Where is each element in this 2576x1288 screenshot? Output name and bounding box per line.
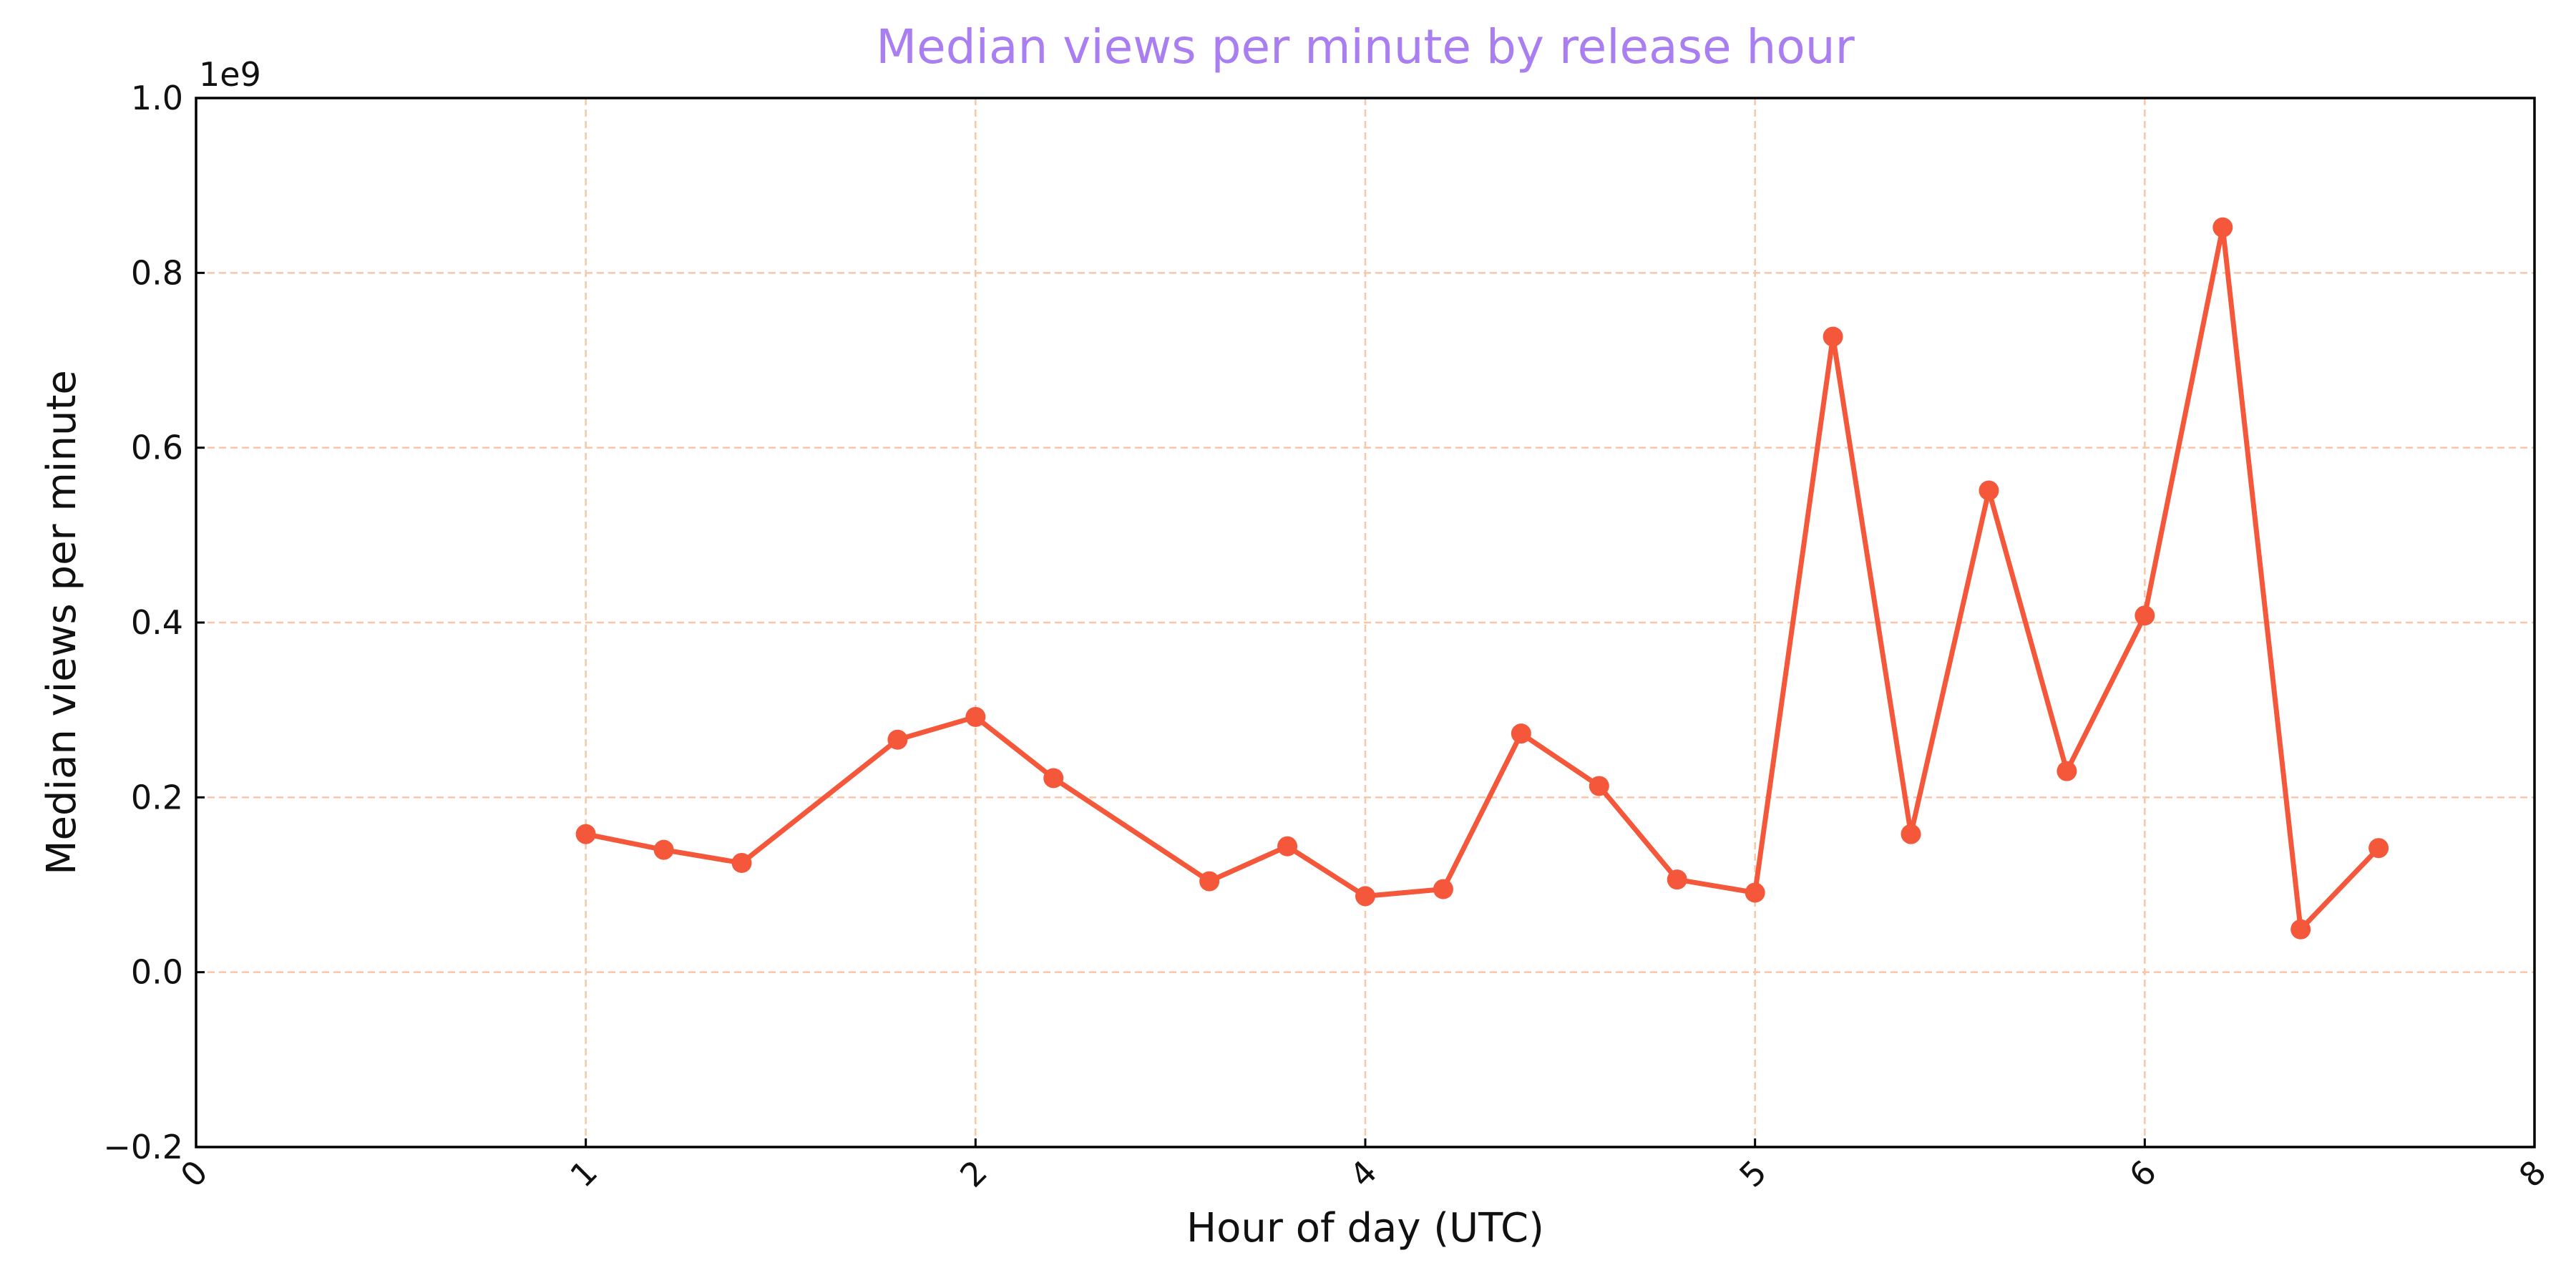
plot-frame xyxy=(195,97,2536,1148)
x-tick-label: 8 xyxy=(2512,1153,2554,1195)
x-tick-label: 2 xyxy=(952,1153,995,1195)
chart-title: Median views per minute by release hour xyxy=(876,19,1855,74)
data-point xyxy=(1433,879,1453,899)
y-tick-label: 0.6 xyxy=(131,429,183,467)
x-tick-label: 4 xyxy=(1342,1153,1385,1195)
data-point xyxy=(1043,768,1064,789)
data-point xyxy=(2057,761,2077,781)
data-point xyxy=(575,824,596,844)
data-point xyxy=(2290,919,2311,940)
y-tick-label: −0.2 xyxy=(103,1128,183,1166)
x-axis-label: Hour of day (UTC) xyxy=(1186,1205,1544,1252)
data-point xyxy=(1589,776,1609,796)
data-point xyxy=(1823,326,1843,347)
y-tick-label: 0.0 xyxy=(131,953,183,992)
x-tick-label: 1 xyxy=(562,1153,605,1195)
data-point xyxy=(1901,824,1921,844)
data-point xyxy=(1745,882,1765,903)
data-point xyxy=(1355,886,1375,907)
data-point xyxy=(1199,871,1220,892)
y-tick-label: 0.4 xyxy=(131,603,183,642)
data-point xyxy=(887,729,908,750)
x-tick-label: 6 xyxy=(2122,1153,2164,1195)
y-tick-label: 0.2 xyxy=(131,778,183,816)
data-point xyxy=(653,839,674,860)
y-tick-label: 1.0 xyxy=(131,79,183,117)
data-line xyxy=(585,225,2381,932)
data-point xyxy=(965,706,986,727)
data-point xyxy=(2368,838,2389,859)
data-point xyxy=(1511,723,1531,744)
data-point xyxy=(2212,217,2233,238)
y-offset-label: 1e9 xyxy=(199,55,261,94)
y-tick-label: 0.8 xyxy=(131,253,183,292)
data-point xyxy=(1979,480,1999,501)
data-point xyxy=(2135,605,2155,626)
y-axis-label: Median views per minute xyxy=(39,370,85,875)
data-point xyxy=(1667,869,1687,890)
x-tick-label: 5 xyxy=(1732,1153,1774,1195)
data-point xyxy=(731,852,752,873)
data-point xyxy=(1277,836,1298,857)
